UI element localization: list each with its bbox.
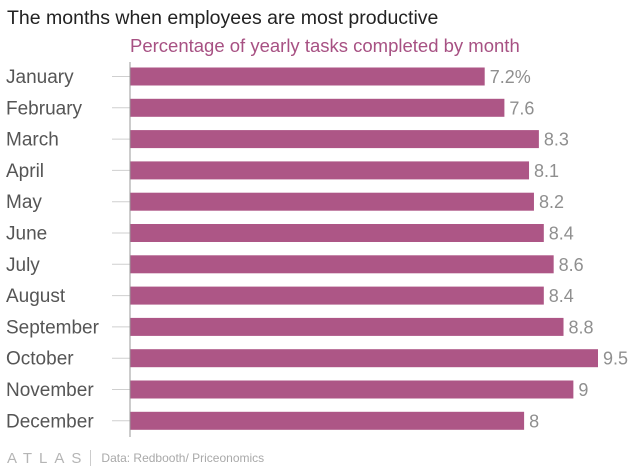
value-label-january: 7.2%: [490, 67, 531, 87]
category-label-december: December: [6, 411, 94, 432]
value-label-july: 8.6: [559, 255, 584, 275]
bar-march: [130, 130, 539, 149]
chart-title: The months when employees are most produ…: [7, 7, 439, 29]
category-label-may: May: [6, 192, 42, 213]
source-note: Data: Redbooth/ Priceonomics: [101, 451, 265, 465]
value-label-may: 8.2: [539, 192, 564, 212]
category-label-october: October: [6, 349, 74, 370]
value-label-february: 7.6: [509, 98, 534, 118]
bar-june: [130, 224, 544, 242]
bar-august: [130, 286, 544, 305]
category-label-july: July: [6, 255, 40, 276]
footer-divider: [90, 450, 92, 466]
chart-subtitle: Percentage of yearly tasks completed by …: [130, 35, 520, 56]
footer: ATLAS Data: Redbooth/ Priceonomics: [7, 448, 264, 468]
category-label-june: June: [6, 224, 47, 245]
category-label-march: March: [6, 130, 59, 151]
value-label-september: 8.8: [569, 317, 594, 337]
category-label-april: April: [6, 161, 44, 182]
bar-february: [130, 98, 505, 117]
bar-november: [130, 380, 574, 399]
bar-december: [130, 411, 525, 430]
bar-january: [130, 67, 485, 86]
bar-september: [130, 317, 564, 336]
category-label-september: September: [6, 317, 100, 338]
value-label-march: 8.3: [544, 130, 569, 150]
category-label-november: November: [6, 380, 94, 401]
bar-april: [130, 161, 530, 180]
value-label-november: 9: [578, 380, 588, 400]
value-label-april: 8.1: [534, 161, 559, 181]
value-label-december: 8: [529, 411, 539, 431]
category-label-august: August: [6, 286, 66, 307]
category-label-february: February: [6, 98, 83, 119]
bar-may: [130, 192, 534, 211]
bar-october: [130, 349, 598, 368]
bar-july: [130, 255, 554, 274]
value-label-october: 9.5: [603, 349, 628, 369]
bar-chart: January February March April May June July Augu…: [6, 62, 628, 437]
category-label-january: January: [6, 67, 74, 88]
value-label-june: 8.4: [549, 224, 574, 244]
atlas-logo: ATLAS: [7, 449, 89, 467]
value-label-august: 8.4: [549, 286, 574, 306]
